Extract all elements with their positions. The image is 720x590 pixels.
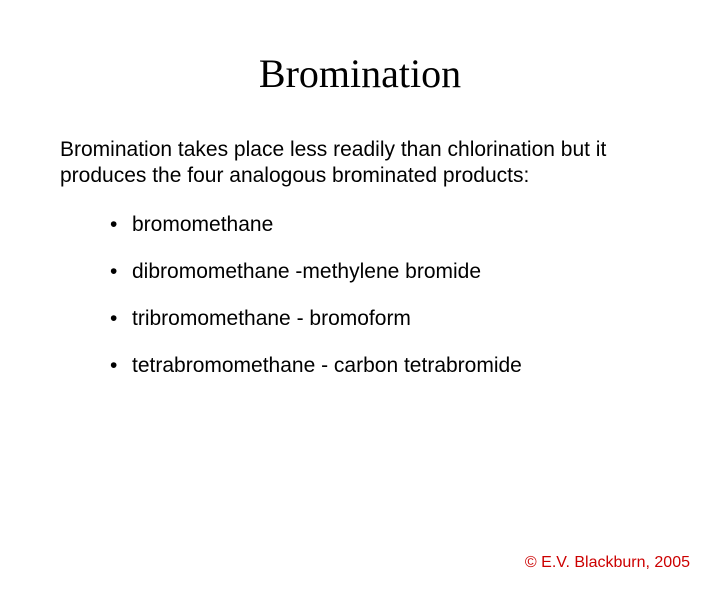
list-item: bromomethane [110, 212, 660, 237]
copyright-footer: © E.V. Blackburn, 2005 [525, 554, 690, 572]
list-item: dibromomethane -methylene bromide [110, 259, 660, 284]
bullet-list: bromomethane dibromomethane -methylene b… [110, 212, 660, 379]
list-item: tribromomethane - bromoform [110, 306, 660, 331]
slide-title: Bromination [0, 50, 720, 97]
list-item: tetrabromomethane - carbon tetrabromide [110, 353, 660, 378]
intro-paragraph: Bromination takes place less readily tha… [60, 137, 660, 190]
slide: Bromination Bromination takes place less… [0, 50, 720, 590]
